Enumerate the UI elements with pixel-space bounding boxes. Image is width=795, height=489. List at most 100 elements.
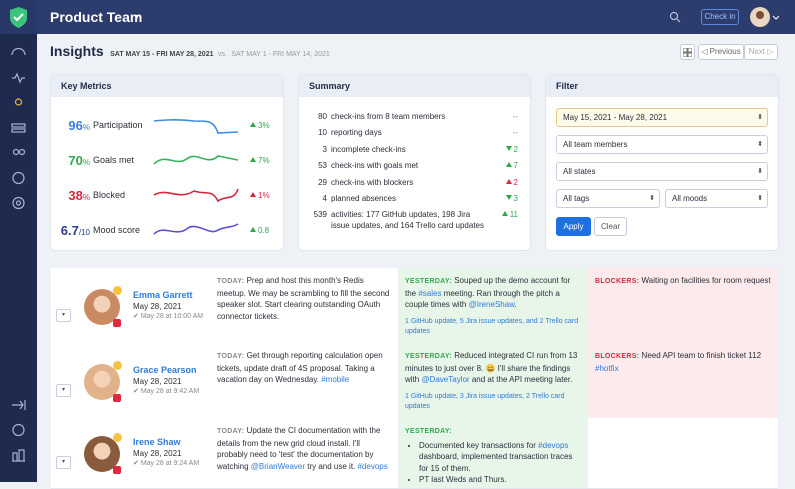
check-in-button[interactable]: Check in	[701, 9, 739, 25]
user-avatar[interactable]	[749, 6, 779, 28]
trend-arrow	[250, 227, 256, 232]
moods-select[interactable]: All moods	[665, 189, 768, 208]
summary-text: check-ins with blockers	[331, 177, 414, 187]
change-value: --	[512, 128, 518, 138]
sparkline	[153, 155, 239, 165]
status-badge	[113, 466, 121, 474]
states-select[interactable]: All states	[556, 162, 768, 181]
summary-change: 2	[505, 144, 518, 155]
mention: #mobile	[321, 375, 350, 384]
expand-button[interactable]: ▾	[56, 383, 71, 397]
grid-icon	[682, 47, 693, 58]
text: Reduced integrated CI run from 13 minute…	[405, 351, 578, 384]
change-value: 3	[513, 194, 518, 203]
next-button[interactable]: Next ▷	[744, 44, 778, 60]
summary-card: Summary 80 check-ins from 8 team members -…	[299, 75, 530, 250]
name[interactable]: Grace Pearson	[133, 364, 197, 375]
date-value: May 15, 2021 - May 28, 2021	[563, 113, 668, 122]
metric-change: 7%	[250, 156, 270, 165]
members-value: All team members	[563, 140, 628, 149]
search-icon[interactable]	[669, 11, 681, 23]
members-select[interactable]: All team members	[556, 135, 768, 154]
summary-count: 80	[318, 112, 327, 121]
metric-number: 6.7	[60, 223, 79, 238]
apply-label: Apply	[563, 222, 584, 231]
summary-count: 539	[313, 210, 327, 220]
mention: @BrianWeaver	[250, 461, 306, 471]
sparkline-path	[153, 188, 239, 203]
grid-button[interactable]	[680, 44, 695, 60]
summary-change: --	[513, 127, 518, 138]
change-value: 7%	[258, 156, 270, 165]
text: Prep and host this month's Redis meetup.…	[217, 276, 390, 321]
metric-change: 0.8	[250, 226, 269, 235]
summary-change: 11	[501, 209, 518, 220]
trend-arrow	[250, 192, 256, 197]
mention: @DaveTaylor	[421, 375, 470, 384]
summary-change: --	[513, 111, 518, 122]
name[interactable]: Irene Shaw	[133, 437, 181, 447]
time: ✔ May 28 at 9:24 AM	[133, 460, 200, 467]
previous-label: Previous	[709, 47, 741, 56]
mood-badge	[113, 360, 122, 370]
summary-count: 29	[318, 177, 327, 187]
today-label: TODAY:	[217, 278, 245, 285]
vs: vs.	[217, 51, 227, 58]
metric-row: 6.7/10 Mood score 0.8	[51, 220, 283, 240]
check-in-label: Check in	[704, 12, 736, 21]
time: ✔ May 28 at 9:42 AM	[133, 387, 200, 395]
change-value: 2	[513, 144, 518, 154]
apply-button[interactable]: Apply	[556, 217, 591, 236]
sparkline-path	[153, 223, 239, 235]
compare-range: SAT MAY 1 - FRI MAY 14, 2021	[231, 51, 330, 58]
blockers	[588, 418, 778, 488]
text: Documented key transactions for #devops …	[419, 440, 573, 473]
metric-unit: %	[82, 158, 90, 167]
change-value: 2	[513, 177, 518, 187]
today: TODAY: Update the CI documentation with …	[210, 418, 398, 488]
tags-select[interactable]: All tags	[556, 189, 660, 208]
expand-button[interactable]: ▾	[56, 456, 71, 469]
date-input[interactable]: May 15, 2021 - May 28, 2021	[556, 108, 768, 127]
clear-label: Clear	[600, 222, 621, 231]
moods-value: All moods	[672, 194, 708, 203]
blockers-label: BLOCKERS:	[595, 353, 640, 360]
today-label: TODAY:	[217, 428, 245, 435]
sidebar	[0, 0, 37, 482]
text: Need API team to finish ticket 112 #hotf…	[595, 351, 762, 373]
metric-number: 70	[68, 153, 83, 168]
trend-arrow	[250, 157, 256, 162]
time-text: May 28 at 9:42 AM	[140, 387, 200, 395]
status-badge	[113, 393, 121, 402]
yesterday-label: YESTERDAY:	[405, 353, 452, 360]
metric-value: 6.7/10	[61, 222, 90, 240]
clear-button[interactable]: Clear	[594, 217, 627, 236]
summary-count: 10	[318, 128, 327, 138]
text: Update the CI documentation with the det…	[217, 426, 388, 471]
sidebar-icons	[0, 0, 37, 462]
mood-badge	[113, 433, 122, 442]
summary-text: check-ins with goals met	[331, 161, 419, 171]
top-bar: Product Team ▾ Check in	[37, 0, 795, 34]
mention: #devops	[357, 461, 388, 471]
metric-label: Participation	[93, 120, 143, 130]
summary-text: planned absences	[331, 194, 396, 203]
caret: ▾	[135, 12, 140, 21]
metric-unit: %	[82, 193, 90, 202]
insights-title: Insights	[50, 43, 104, 59]
previous-button[interactable]: ◁ Previous	[698, 44, 744, 60]
date: May 28, 2021	[133, 301, 182, 311]
blockers: BLOCKERS: Waiting on facilities for room…	[588, 268, 778, 343]
yesterday-label: YESTERDAY:	[405, 428, 452, 435]
expand-button[interactable]: ▾	[56, 308, 71, 322]
sparkline	[153, 119, 239, 134]
today-label: TODAY:	[217, 353, 245, 360]
mood-badge	[113, 285, 122, 295]
text: Get through reporting calculation open t…	[217, 351, 383, 384]
mention: @IreneShaw	[468, 300, 515, 309]
checkin-row: ▾ Grace Pearson May 28, 2021 ✔ May 28 at 9:…	[51, 343, 778, 419]
name[interactable]: Emma Garrett	[133, 289, 193, 300]
metric-unit: %	[82, 123, 90, 132]
team-title[interactable]: Product Team	[50, 9, 143, 25]
